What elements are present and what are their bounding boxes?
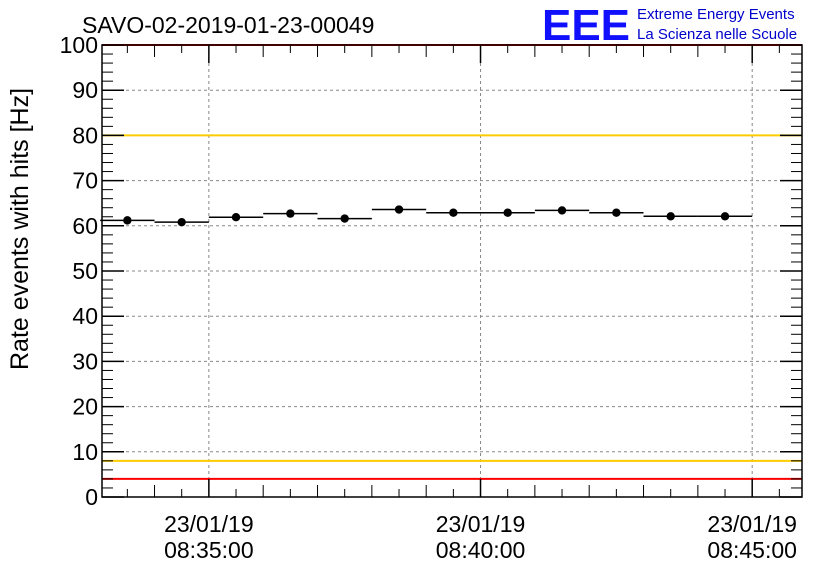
data-point xyxy=(720,212,730,221)
data-points xyxy=(100,205,753,227)
x-tick-date: 23/01/19 xyxy=(436,511,526,537)
x-tick-time: 08:40:00 xyxy=(436,537,526,563)
data-point xyxy=(123,216,132,225)
axis-ticks xyxy=(102,44,802,498)
y-tick-label: 80 xyxy=(72,122,98,148)
y-tick-label: 70 xyxy=(72,168,98,194)
x-tick-time: 08:45:00 xyxy=(707,537,797,563)
y-tick-label: 0 xyxy=(85,484,98,510)
chart-title: SAVO-02-2019-01-23-00049 xyxy=(82,12,374,38)
x-tick-date: 23/01/19 xyxy=(707,511,797,537)
grid-lines xyxy=(102,45,802,497)
data-point xyxy=(231,213,241,222)
y-tick-label: 90 xyxy=(72,77,98,103)
y-tick-label: 100 xyxy=(60,32,98,58)
y-tick-label: 40 xyxy=(72,303,98,329)
y-tick-label: 50 xyxy=(72,258,98,284)
logo-mark: EEE xyxy=(542,1,630,50)
data-point xyxy=(612,208,621,217)
y-tick-label: 10 xyxy=(72,439,98,465)
logo-line1: Extreme Energy Events xyxy=(637,6,795,23)
data-point xyxy=(177,217,186,227)
x-tick-date: 23/01/19 xyxy=(164,511,254,537)
data-point xyxy=(449,208,458,217)
data-point xyxy=(394,205,404,214)
data-point xyxy=(666,212,675,221)
data-point xyxy=(286,209,295,218)
reference-lines xyxy=(102,44,802,480)
x-tick-time: 08:35:00 xyxy=(164,537,254,563)
y-tick-label: 60 xyxy=(72,213,98,239)
data-point xyxy=(557,206,567,215)
eee-logo: EEE Extreme Energy Events La Scienza nel… xyxy=(542,1,797,50)
logo-line2: La Scienza nelle Scuole xyxy=(637,26,797,43)
y-tick-label: 20 xyxy=(72,394,98,420)
data-point xyxy=(503,208,512,217)
y-tick-label: 30 xyxy=(72,348,98,374)
y-tick-labels: 0 10 20 30 40 50 60 70 80 90 100 xyxy=(60,32,98,510)
x-tick-labels: 23/01/1908:35:0023/01/1908:40:0023/01/19… xyxy=(164,511,797,563)
data-point xyxy=(340,214,349,223)
y-axis-label: Rate events with hits [Hz] xyxy=(6,88,34,370)
